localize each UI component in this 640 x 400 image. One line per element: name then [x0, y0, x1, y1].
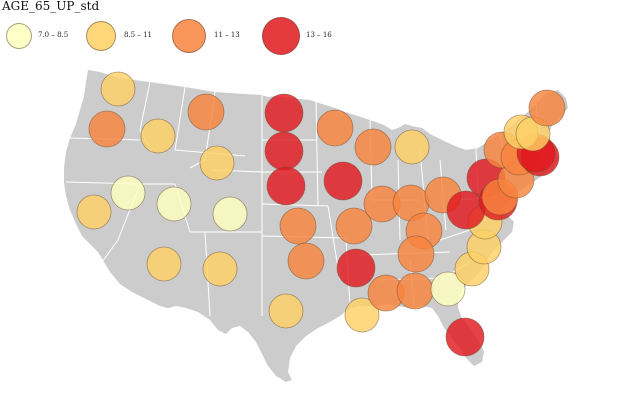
- legend-swatch-1: [6, 23, 32, 49]
- state-bubble-ne: [266, 166, 306, 206]
- legend-swatch-4: [262, 17, 300, 55]
- state-bubble-fl: [445, 317, 485, 357]
- state-bubble-al: [396, 272, 434, 310]
- state-border-line: [439, 229, 471, 241]
- state-bubble-tn: [397, 235, 435, 273]
- state-bubble-ga: [430, 271, 466, 307]
- state-bubble-ar: [336, 248, 376, 288]
- state-bubble-mt: [187, 93, 225, 131]
- legend-label-4: 13 – 16: [306, 31, 332, 39]
- state-bubble-wi: [354, 128, 392, 166]
- legend-swatch-2: [86, 21, 116, 51]
- state-bubble-la: [344, 297, 380, 333]
- state-bubble-mn: [316, 109, 354, 147]
- legend-label-3: 11 – 13: [214, 31, 240, 39]
- map-title: AGE_65_UP_std: [2, 0, 100, 13]
- state-bubble-wa: [100, 71, 136, 107]
- state-bubble-id: [140, 118, 176, 154]
- state-bubble-nd: [264, 93, 304, 133]
- state-bubble-or: [88, 110, 126, 148]
- state-border-line: [261, 203, 329, 207]
- state-bubble-co: [212, 196, 248, 232]
- state-bubble-ks: [279, 207, 317, 245]
- state-border-line: [101, 239, 119, 263]
- state-bubble-ut: [156, 186, 192, 222]
- state-bubble-nv: [110, 175, 146, 211]
- state-border-line: [315, 99, 319, 207]
- state-bubble-mo: [335, 207, 373, 245]
- legend-swatch-3: [172, 19, 206, 53]
- state-bubble-ok: [287, 242, 325, 280]
- legend-label-1: 7.0 – 8.5: [38, 31, 69, 39]
- state-bubble-me: [528, 89, 566, 127]
- state-bubble-az: [146, 246, 182, 282]
- state-bubble-ca: [76, 194, 112, 230]
- state-bubble-ia: [323, 161, 363, 201]
- legend-label-2: 8.5 – 11: [124, 31, 152, 39]
- state-border-line: [174, 86, 186, 151]
- state-bubble-tx: [268, 293, 304, 329]
- state-bubble-mi: [394, 129, 430, 165]
- state-bubble-nm: [202, 251, 238, 287]
- state-bubbles: [76, 71, 566, 357]
- state-bubble-sd: [264, 131, 304, 171]
- state-bubble-wy: [199, 145, 235, 181]
- legend: 7.0 – 8.5 8.5 – 11 11 – 13 13 – 16: [0, 14, 640, 60]
